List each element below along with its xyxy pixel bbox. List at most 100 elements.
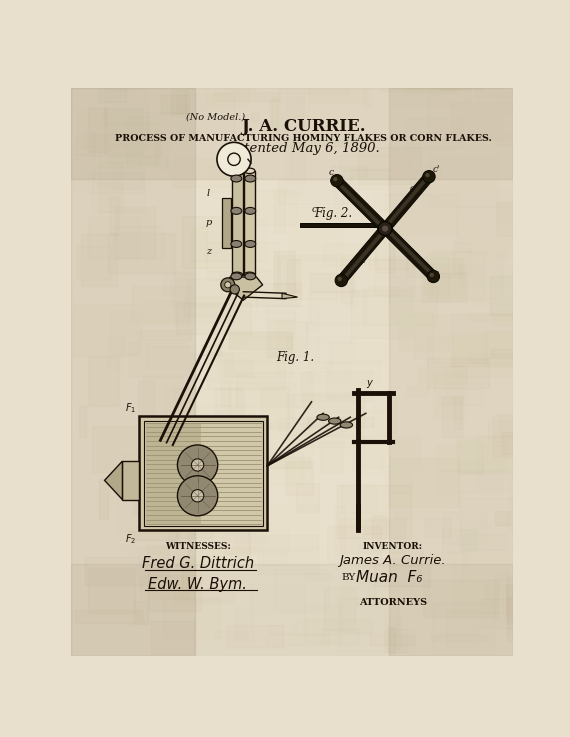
Bar <box>231 171 242 275</box>
Bar <box>399 315 449 350</box>
Bar <box>209 166 231 192</box>
Bar <box>463 534 525 580</box>
Bar <box>221 381 230 406</box>
Bar <box>409 61 473 88</box>
Bar <box>115 206 155 259</box>
Bar <box>91 134 161 156</box>
Bar <box>389 88 513 656</box>
Bar <box>431 634 488 640</box>
Polygon shape <box>300 223 381 227</box>
Bar <box>78 109 148 147</box>
Bar <box>327 526 381 562</box>
Bar <box>358 561 422 590</box>
Bar <box>461 498 522 551</box>
Polygon shape <box>340 228 387 282</box>
Polygon shape <box>123 461 140 500</box>
Bar <box>427 335 487 363</box>
Bar <box>272 97 304 147</box>
Bar <box>491 349 553 357</box>
Text: J. A. CURRIE.: J. A. CURRIE. <box>242 119 366 136</box>
Bar <box>270 625 294 634</box>
Text: PROCESS OF MANUFACTURING HOMINY FLAKES OR CORN FLAKES.: PROCESS OF MANUFACTURING HOMINY FLAKES O… <box>115 134 492 143</box>
Bar <box>388 629 408 652</box>
Circle shape <box>331 175 343 186</box>
Bar <box>177 87 207 117</box>
Bar <box>469 313 519 320</box>
Bar <box>458 441 483 473</box>
Bar <box>277 255 337 299</box>
Bar <box>287 259 300 293</box>
Bar <box>114 57 136 91</box>
Bar <box>215 388 242 426</box>
Bar <box>375 239 394 273</box>
Bar <box>499 414 539 436</box>
Bar <box>266 634 329 645</box>
Bar <box>224 238 244 247</box>
Circle shape <box>217 142 251 176</box>
Ellipse shape <box>244 168 255 173</box>
Bar <box>174 271 233 321</box>
Bar <box>247 452 303 484</box>
Circle shape <box>221 278 235 292</box>
Circle shape <box>177 476 218 516</box>
Text: z: z <box>206 247 211 256</box>
Bar <box>453 242 471 273</box>
Bar <box>321 411 392 436</box>
Bar <box>490 276 550 315</box>
Bar <box>109 122 158 163</box>
Circle shape <box>382 226 388 231</box>
Bar <box>502 432 519 453</box>
Bar <box>291 140 366 146</box>
Bar <box>465 189 530 223</box>
Bar <box>428 252 503 298</box>
Bar <box>271 423 312 468</box>
Bar <box>88 569 135 612</box>
Bar <box>324 587 355 630</box>
Bar <box>331 343 386 363</box>
Bar <box>307 295 351 344</box>
Bar <box>188 534 250 562</box>
Bar <box>88 217 139 258</box>
Bar <box>182 216 240 268</box>
Bar <box>194 226 207 268</box>
Bar <box>384 629 413 653</box>
Bar <box>91 182 149 188</box>
Text: James A. Currie.: James A. Currie. <box>340 554 446 567</box>
Bar <box>368 567 376 603</box>
Bar <box>437 470 511 492</box>
Bar <box>385 617 401 648</box>
Bar <box>373 192 428 211</box>
Bar <box>393 57 470 106</box>
Bar <box>74 153 84 190</box>
Ellipse shape <box>317 414 329 420</box>
Bar <box>174 588 233 603</box>
Bar <box>173 388 244 419</box>
Bar <box>113 226 162 258</box>
Bar <box>71 88 513 178</box>
Bar <box>110 312 139 354</box>
Bar <box>485 584 541 599</box>
Bar <box>470 354 536 363</box>
Bar <box>92 427 136 472</box>
Bar <box>134 465 157 514</box>
Bar <box>177 547 254 566</box>
Text: l: l <box>207 189 210 198</box>
Bar <box>181 575 235 600</box>
Bar <box>323 629 359 644</box>
Bar <box>305 573 331 579</box>
Circle shape <box>425 173 430 178</box>
Bar <box>492 310 540 324</box>
Bar <box>107 335 124 369</box>
Text: Patented May 6, 1890.: Patented May 6, 1890. <box>228 142 380 155</box>
Bar <box>320 441 343 472</box>
Bar <box>459 461 503 508</box>
Bar <box>341 255 352 303</box>
Bar <box>496 202 542 236</box>
Text: c': c' <box>336 275 344 284</box>
Bar <box>223 360 253 376</box>
Bar <box>429 157 498 207</box>
Ellipse shape <box>231 273 242 280</box>
Bar <box>508 494 532 531</box>
Bar <box>363 287 437 325</box>
Circle shape <box>192 459 204 471</box>
